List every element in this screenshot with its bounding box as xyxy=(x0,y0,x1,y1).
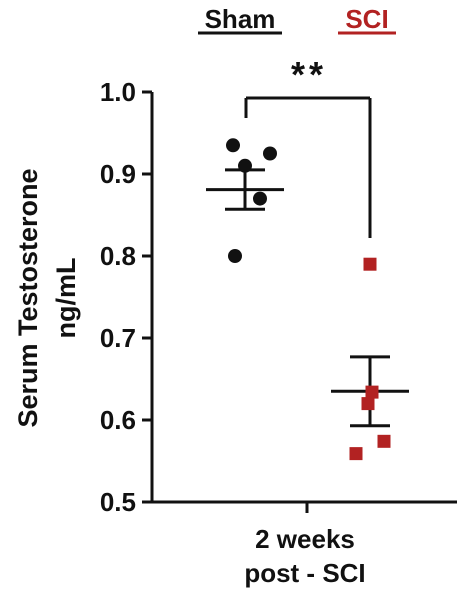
data-point-sci xyxy=(363,257,377,271)
data-point-sham xyxy=(253,191,267,206)
y-axis-label-line1: Serum Testosterone xyxy=(13,168,43,427)
data-point-sci xyxy=(377,434,391,448)
data-point-sham xyxy=(263,146,277,161)
data-point-sham xyxy=(226,138,240,153)
error-bars xyxy=(206,168,409,428)
y-tick-label: 0.6 xyxy=(100,405,136,435)
data-point-sham xyxy=(238,158,252,173)
x-axis-label-line2: post - SCI xyxy=(244,558,365,588)
y-axis-ticks: 0.5 0.6 0.7 0.8 0.9 1.0 xyxy=(100,77,152,517)
y-tick-label: 0.8 xyxy=(100,241,136,271)
y-tick-label: 0.5 xyxy=(100,487,136,517)
x-axis-label-line1: 2 weeks xyxy=(255,524,355,554)
data-point-sci xyxy=(361,397,375,411)
legend-label-sham: Sham xyxy=(205,4,276,34)
y-tick-label: 0.7 xyxy=(100,323,136,353)
y-axis-label-line2: ng/mL xyxy=(51,258,81,339)
data-points xyxy=(226,138,391,461)
significance-label: ** xyxy=(291,54,327,95)
data-point-sci xyxy=(349,447,363,461)
data-point-sci xyxy=(365,385,379,399)
data-point-sham xyxy=(228,249,242,263)
legend: Sham SCI xyxy=(198,4,396,35)
legend-label-sci: SCI xyxy=(345,4,388,34)
y-tick-label: 0.9 xyxy=(100,159,136,189)
y-tick-label: 1.0 xyxy=(100,77,136,107)
significance-bracket: ** xyxy=(244,54,372,238)
